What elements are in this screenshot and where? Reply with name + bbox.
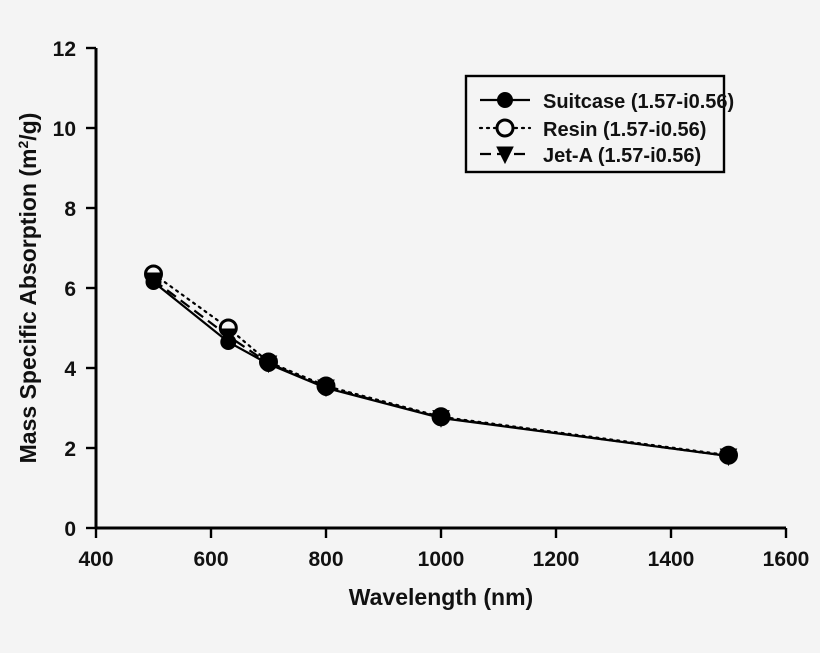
y-tick-label-4: 4 bbox=[64, 358, 76, 381]
series-suitcase-point-630 bbox=[220, 334, 237, 350]
legend-label-resin: Resin (1.57-i0.56) bbox=[543, 119, 706, 141]
series-suitcase-point-800 bbox=[318, 380, 334, 396]
x-tick-label-1400: 1400 bbox=[648, 548, 695, 571]
legend-label-jet-a: Jet-A (1.57-i0.56) bbox=[543, 145, 701, 167]
x-tick-label-1000: 1000 bbox=[418, 548, 465, 571]
y-axis-ticks bbox=[86, 46, 96, 530]
y-axis-title-after: /g) bbox=[15, 113, 41, 141]
legend-item-resin: Resin (1.57-i0.56) bbox=[478, 118, 706, 141]
x-tick-label-1200: 1200 bbox=[533, 548, 580, 571]
series-resin-line bbox=[152, 272, 730, 457]
series-suitcase-line bbox=[152, 281, 729, 458]
legend-marker-suitcase bbox=[497, 92, 513, 108]
legend-marker-jet-a bbox=[496, 146, 514, 165]
legend-item-suitcase: Suitcase (1.57-i0.56) bbox=[480, 91, 734, 113]
y-tick-label-8: 8 bbox=[64, 198, 76, 221]
x-axis-title: Wavelength (nm) bbox=[349, 584, 533, 610]
y-axis-title-before: Mass Specific Absorption (m bbox=[15, 149, 41, 464]
x-tick-label-400: 400 bbox=[78, 548, 113, 571]
y-tick-label-10: 10 bbox=[53, 118, 76, 141]
y-axis-title-superscript: 2 bbox=[15, 141, 31, 149]
series-suitcase-point-700 bbox=[260, 356, 277, 372]
y-tick-label-2: 2 bbox=[64, 438, 76, 461]
x-tick-label-800: 800 bbox=[308, 548, 343, 571]
series-suitcase bbox=[145, 274, 737, 464]
x-axis-ticks bbox=[94, 528, 788, 538]
series-suitcase-point-500 bbox=[145, 274, 162, 290]
legend-marker-resin bbox=[495, 118, 515, 138]
x-tick-label-600: 600 bbox=[193, 548, 228, 571]
y-axis-title: Mass Specific Absorption (m2/g) bbox=[15, 113, 41, 464]
y-tick-label-6: 6 bbox=[64, 278, 76, 301]
legend-label-suitcase: Suitcase (1.57-i0.56) bbox=[543, 91, 734, 113]
series-suitcase-point-1500 bbox=[720, 448, 737, 464]
series-suitcase-point-1000 bbox=[433, 410, 449, 426]
y-axis-tick-labels: 0 2 4 6 8 10 12 bbox=[53, 38, 77, 541]
y-tick-label-12: 12 bbox=[53, 38, 76, 61]
svg-text:Mass Specific Absorption (m2/g: Mass Specific Absorption (m2/g) bbox=[15, 113, 41, 464]
legend-item-jet-a: Jet-A (1.57-i0.56) bbox=[480, 145, 701, 167]
chart-legend: Suitcase (1.57-i0.56) Resin (1.57-i0.56)… bbox=[464, 74, 734, 174]
x-tick-label-1600: 1600 bbox=[763, 548, 810, 571]
x-axis-tick-labels: 400 600 800 1000 1200 1400 1600 bbox=[78, 548, 809, 571]
y-tick-label-0: 0 bbox=[64, 518, 76, 541]
